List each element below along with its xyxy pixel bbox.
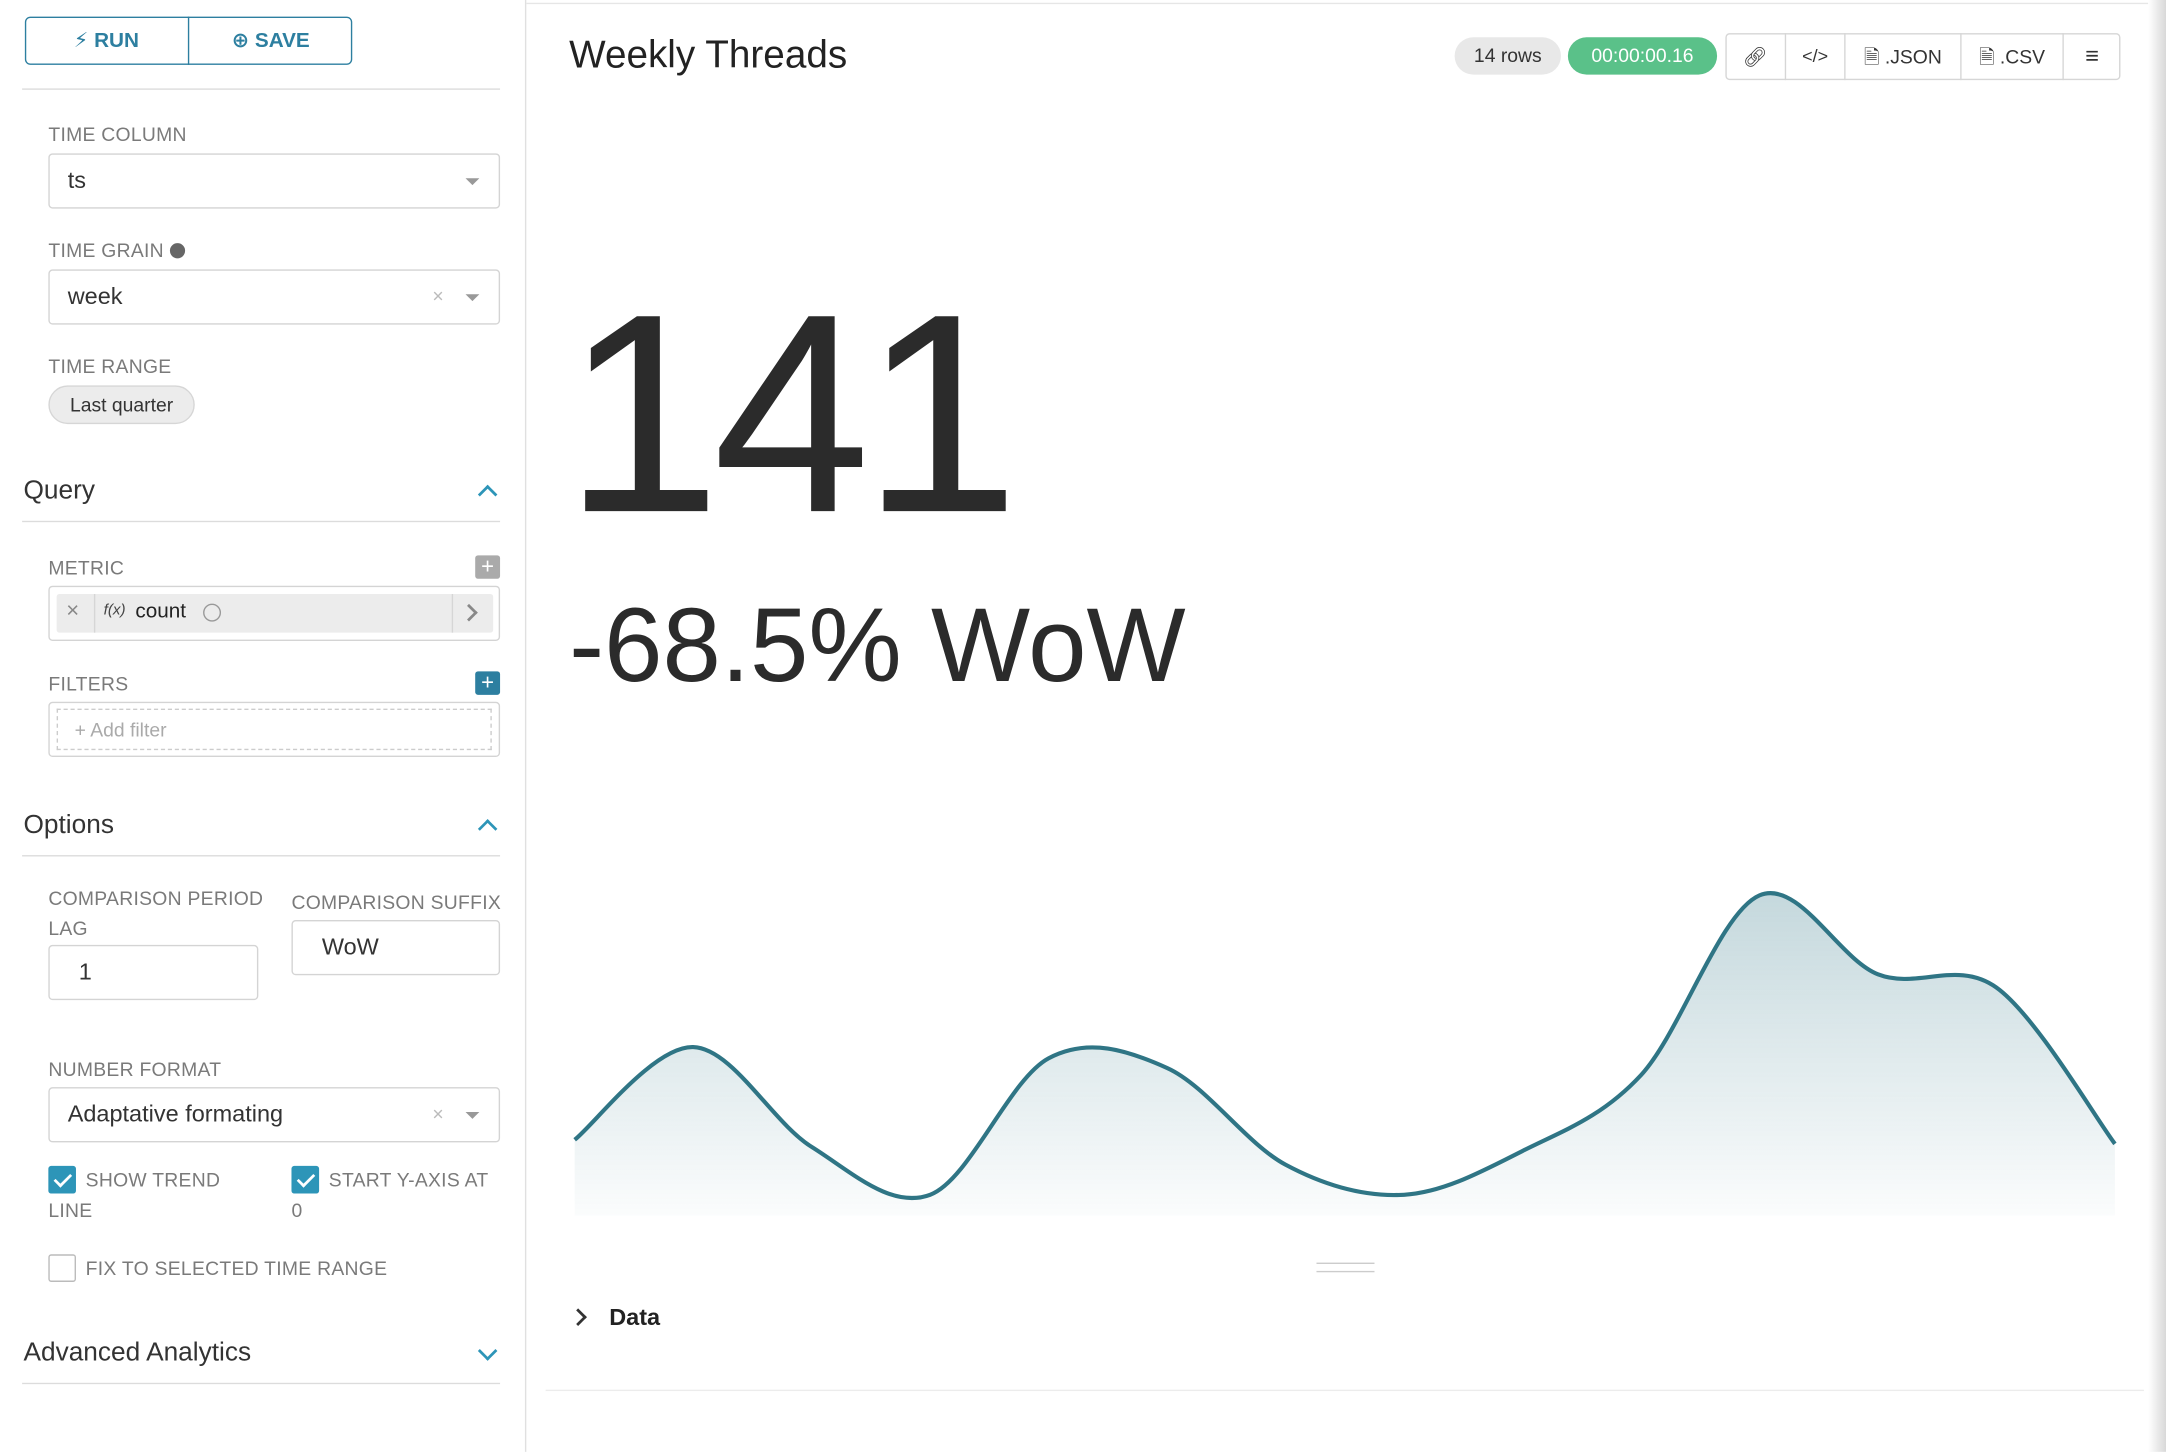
label: METRIC: [48, 556, 125, 579]
filter-box: [48, 701, 501, 758]
run-label: RUN: [94, 29, 139, 53]
metric-chip[interactable]: [56, 594, 494, 633]
divider: [22, 520, 501, 523]
resize-handle[interactable]: [1316, 1262, 1375, 1273]
csv-label: .CSV: [1999, 45, 2046, 68]
sidebar-border: [524, 0, 527, 1452]
metric-icon: f(x): [103, 602, 126, 619]
divider: [451, 594, 454, 633]
value: ts: [67, 167, 86, 194]
label: FIX TO SELECTED TIME RANGE: [85, 1257, 388, 1280]
trend-area: [574, 893, 2115, 1216]
divider: [187, 16, 190, 65]
caret: [465, 178, 480, 186]
time-range-pill[interactable]: Last quarter: [48, 385, 195, 425]
comparison: -68.5% WoW: [569, 587, 1186, 705]
data-toggle[interactable]: Data: [609, 1304, 661, 1331]
label: SHOW TREND LINE: [48, 1168, 221, 1222]
label: FILTERS: [48, 672, 129, 695]
value: Adaptative formating: [67, 1100, 284, 1128]
run-button[interactable]: ⚡ RUN: [73, 29, 139, 53]
divider: [22, 88, 501, 90]
row-count: 14 rows: [1454, 37, 1561, 75]
time-grain-select[interactable]: [48, 269, 501, 325]
link-button[interactable]: 🔗︎: [1742, 45, 1768, 68]
csv-button[interactable]: 🗎 .CSV: [1978, 45, 2046, 68]
trend-line: [573, 891, 2117, 1201]
query-duration: 00:00:00.16: [1567, 37, 1718, 75]
menu-button[interactable]: ≡: [2085, 42, 2099, 70]
label: TIME GRAIN: [48, 236, 185, 264]
lag-input[interactable]: [48, 944, 259, 1001]
save-label: SAVE: [254, 29, 310, 53]
label: TIME COLUMN: [48, 122, 187, 146]
divider: [1784, 33, 1787, 81]
add-filter-text: Add filter: [90, 718, 167, 741]
label: START Y-AXIS AT 0: [291, 1168, 489, 1222]
remove-icon[interactable]: ×: [66, 599, 80, 624]
checkbox[interactable]: [48, 1254, 76, 1282]
info-icon: [169, 243, 185, 259]
big-number: 141: [563, 255, 1020, 572]
checkbox[interactable]: [48, 1165, 76, 1194]
value: WoW: [321, 933, 379, 961]
add-filter[interactable]: + Add filter: [56, 708, 492, 751]
divider: [22, 1382, 501, 1385]
section-title: Advanced Analytics: [23, 1338, 252, 1368]
divider: [93, 594, 96, 633]
add-metric[interactable]: +: [475, 555, 501, 579]
label: COMPARISON PERIOD LAG: [48, 886, 264, 940]
clear-icon[interactable]: ×: [432, 284, 444, 307]
metric-name: count: [135, 599, 187, 624]
time-column-select[interactable]: [48, 153, 501, 209]
help-icon: [203, 603, 222, 622]
divider: [2062, 33, 2064, 81]
caret: [465, 1112, 480, 1119]
label: COMPARISON SUFFIX: [291, 891, 502, 914]
section-title: Query: [23, 476, 95, 506]
divider: [545, 1389, 2144, 1392]
label: NUMBER FORMAT: [48, 1058, 222, 1081]
value: week: [67, 283, 123, 310]
json-button[interactable]: 🗎 .JSON: [1863, 45, 1942, 68]
suffix-input[interactable]: [291, 920, 501, 976]
save-button[interactable]: ⊕ SAVE: [231, 29, 310, 53]
number-format-select[interactable]: [48, 1087, 501, 1143]
label-text: TIME GRAIN: [48, 238, 164, 262]
window-edge: [2148, 0, 2166, 1452]
caret: [465, 294, 480, 302]
chart-title: Weekly Threads: [569, 33, 848, 76]
embed-button[interactable]: </>: [1802, 45, 1829, 67]
json-label: .JSON: [1884, 45, 1942, 68]
section-title: Options: [23, 810, 114, 840]
panel-border: [526, 2, 2166, 5]
action-group: [1725, 33, 2121, 81]
value: 1: [78, 958, 92, 985]
divider: [1844, 33, 1846, 81]
divider: [22, 855, 501, 857]
clear-icon[interactable]: ×: [432, 1102, 444, 1125]
checkbox[interactable]: [291, 1165, 320, 1194]
add-filter-button[interactable]: +: [475, 671, 501, 695]
divider: [1960, 33, 1962, 81]
label: TIME RANGE: [48, 355, 172, 378]
